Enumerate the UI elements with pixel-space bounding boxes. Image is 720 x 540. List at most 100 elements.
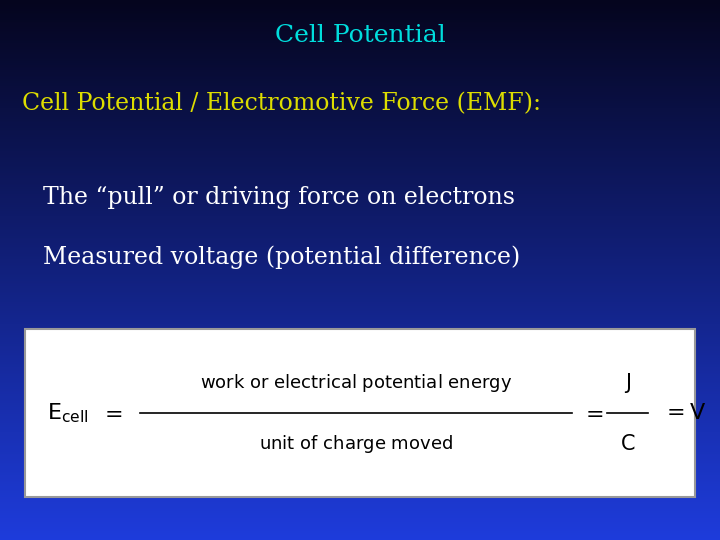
Bar bbox=[0, 247, 720, 248]
Bar bbox=[0, 268, 720, 270]
Bar bbox=[0, 211, 720, 212]
Text: $=$: $=$ bbox=[100, 402, 123, 424]
Bar bbox=[0, 187, 720, 189]
Bar bbox=[0, 525, 720, 528]
Bar bbox=[0, 504, 720, 506]
Bar bbox=[0, 382, 720, 383]
Bar bbox=[0, 342, 720, 344]
Bar bbox=[0, 166, 720, 167]
Bar bbox=[0, 169, 720, 171]
Bar bbox=[0, 69, 720, 70]
Bar bbox=[0, 115, 720, 117]
Bar bbox=[0, 158, 720, 160]
Bar bbox=[0, 536, 720, 538]
Bar bbox=[0, 77, 720, 79]
Bar bbox=[0, 214, 720, 216]
Bar bbox=[0, 180, 720, 182]
Bar bbox=[0, 227, 720, 228]
Bar bbox=[0, 120, 720, 123]
Bar bbox=[0, 99, 720, 101]
Bar bbox=[0, 336, 720, 339]
Bar bbox=[0, 216, 720, 218]
Bar bbox=[0, 142, 720, 144]
Bar bbox=[0, 387, 720, 389]
Bar bbox=[0, 252, 720, 254]
Text: $\mathrm{unit\ of\ charge\ moved}$: $\mathrm{unit\ of\ charge\ moved}$ bbox=[259, 434, 454, 455]
Bar bbox=[0, 531, 720, 533]
Bar bbox=[0, 93, 720, 96]
Bar bbox=[0, 396, 720, 398]
Bar bbox=[0, 285, 720, 286]
Bar bbox=[0, 299, 720, 301]
Bar bbox=[0, 250, 720, 252]
Bar bbox=[0, 207, 720, 209]
Bar bbox=[0, 502, 720, 504]
Bar bbox=[0, 513, 720, 515]
Bar bbox=[0, 112, 720, 113]
Bar bbox=[0, 123, 720, 124]
Bar bbox=[0, 281, 720, 282]
Bar bbox=[0, 481, 720, 482]
Bar bbox=[0, 394, 720, 396]
Bar bbox=[0, 131, 720, 133]
Bar bbox=[0, 96, 720, 97]
Bar bbox=[0, 27, 720, 29]
Bar bbox=[0, 297, 720, 299]
Bar bbox=[0, 225, 720, 227]
Bar bbox=[0, 185, 720, 187]
Bar bbox=[0, 464, 720, 466]
Bar bbox=[0, 405, 720, 407]
Bar bbox=[0, 417, 720, 420]
Bar bbox=[0, 322, 720, 324]
Bar bbox=[0, 331, 720, 333]
Bar bbox=[0, 439, 720, 441]
Bar bbox=[0, 347, 720, 349]
Bar bbox=[0, 277, 720, 279]
Bar bbox=[0, 410, 720, 412]
Text: Cell Potential: Cell Potential bbox=[274, 24, 446, 48]
Bar bbox=[0, 61, 720, 63]
Bar bbox=[0, 81, 720, 83]
Bar bbox=[0, 340, 720, 342]
Bar bbox=[0, 79, 720, 81]
Bar bbox=[0, 432, 720, 434]
Bar bbox=[0, 414, 720, 416]
Bar bbox=[0, 434, 720, 436]
Bar bbox=[0, 15, 720, 16]
Bar bbox=[0, 393, 720, 394]
Bar bbox=[0, 288, 720, 290]
Bar bbox=[0, 412, 720, 414]
Bar bbox=[0, 484, 720, 486]
Bar bbox=[0, 344, 720, 346]
Bar bbox=[0, 255, 720, 258]
Bar bbox=[0, 220, 720, 221]
Bar bbox=[0, 373, 720, 374]
Bar bbox=[0, 290, 720, 292]
Bar bbox=[0, 72, 720, 74]
Bar bbox=[0, 194, 720, 196]
Bar bbox=[0, 529, 720, 531]
Bar bbox=[0, 360, 720, 362]
Text: $=\mathrm{V}$: $=\mathrm{V}$ bbox=[662, 402, 707, 424]
Bar bbox=[0, 471, 720, 474]
Bar bbox=[0, 455, 720, 457]
Bar bbox=[0, 508, 720, 509]
Bar bbox=[0, 97, 720, 99]
Text: $\mathrm{work\ or\ electrical\ potential\ energy}$: $\mathrm{work\ or\ electrical\ potential… bbox=[200, 373, 513, 394]
Bar bbox=[0, 189, 720, 191]
Bar bbox=[0, 117, 720, 119]
Bar bbox=[0, 234, 720, 236]
Bar bbox=[0, 22, 720, 23]
Bar bbox=[0, 18, 720, 20]
Bar bbox=[0, 212, 720, 214]
Bar bbox=[0, 133, 720, 135]
Bar bbox=[0, 259, 720, 261]
Bar bbox=[0, 427, 720, 428]
Bar bbox=[0, 124, 720, 126]
Bar bbox=[0, 274, 720, 275]
Bar bbox=[0, 522, 720, 524]
Bar bbox=[0, 520, 720, 522]
Bar bbox=[0, 90, 720, 92]
Bar bbox=[0, 153, 720, 155]
Bar bbox=[0, 498, 720, 501]
